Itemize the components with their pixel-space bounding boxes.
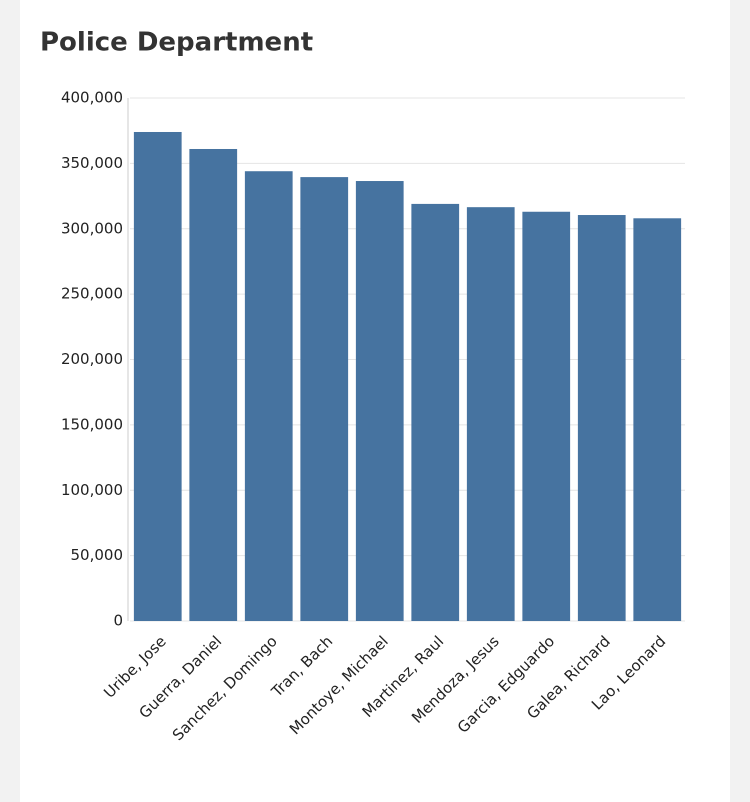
y-tick-label: 350,000 — [61, 154, 123, 172]
y-tick-label: 250,000 — [61, 285, 123, 303]
y-tick-label: 0 — [113, 612, 123, 630]
bar — [522, 211, 571, 621]
bar — [189, 148, 238, 621]
bar — [633, 218, 682, 622]
bar — [411, 203, 460, 621]
y-tick-label: 200,000 — [61, 350, 123, 368]
y-tick-label: 50,000 — [71, 546, 124, 564]
y-tick-label: 100,000 — [61, 481, 123, 499]
chart-title: Police Department — [40, 28, 313, 58]
y-tick-label: 150,000 — [61, 415, 123, 433]
y-tick-label: 400,000 — [61, 89, 123, 107]
bar — [300, 177, 349, 621]
bar — [466, 207, 515, 621]
bar — [577, 215, 626, 622]
bar — [355, 181, 404, 621]
bar — [244, 171, 293, 621]
y-tick-label: 300,000 — [61, 219, 123, 237]
bar — [133, 131, 182, 621]
